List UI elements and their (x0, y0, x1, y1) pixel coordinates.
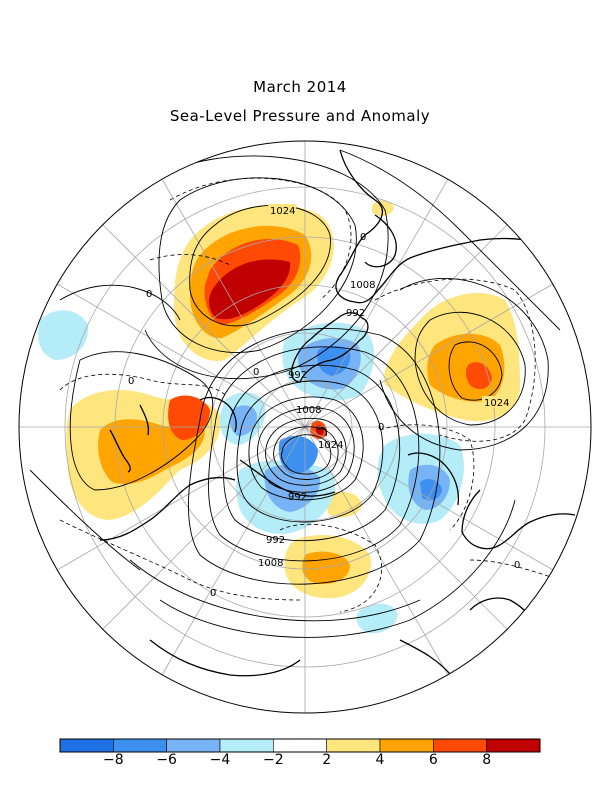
negative-anomaly-europe-core (420, 479, 442, 501)
colorbar-swatch (59, 738, 114, 753)
positive-anomaly-atlantic-high (465, 362, 492, 390)
colorbar-tick-label: 2 (322, 752, 332, 768)
europe-coast (461, 489, 576, 550)
siberia-coast (239, 459, 336, 497)
africa-coast (469, 597, 546, 641)
contour-label-zero: 0 (360, 232, 366, 243)
colorbar-boxes (59, 738, 541, 753)
map-title: March 2014 (253, 78, 347, 96)
contour-label-zero: 0 (128, 376, 134, 387)
colorbar-swatch (433, 738, 487, 753)
japan-coast (109, 429, 131, 473)
asia-coast (99, 476, 236, 541)
contour-label-1008: 1008 (350, 280, 375, 291)
anomaly-zero-contours (59, 177, 561, 613)
hudson-coast (364, 214, 397, 268)
contour-label-1024: 1024 (270, 206, 295, 217)
colorbar-swatch (219, 738, 274, 753)
contour-label-1024: 1024 (318, 440, 343, 451)
contour-label-zero: 0 (253, 367, 259, 378)
north-america-coast (335, 149, 571, 304)
contour-labels: 1024 1024 1024 1008 1008 1008 992 992 99… (128, 204, 520, 599)
contour-label-992: 992 (288, 492, 307, 503)
contour-label-1008: 1008 (296, 405, 321, 416)
negative-anomaly-central-core (278, 435, 318, 475)
contour-label-zero: 0 (378, 422, 384, 433)
negative-anomaly-greenland-core (317, 345, 351, 376)
contour-label-zero: 0 (514, 560, 520, 571)
contour-label-992: 992 (266, 535, 285, 546)
india-coast (149, 639, 301, 677)
positive-anomaly-small-top (372, 200, 394, 217)
colorbar (59, 738, 541, 753)
negative-anomaly-left-edge (38, 310, 89, 360)
greenland-coast (290, 312, 369, 383)
colorbar-swatch (326, 738, 381, 753)
scandinavia-coast (407, 452, 460, 506)
colorbar-tick-label: −8 (103, 752, 124, 768)
colorbar-swatch (486, 738, 541, 753)
contour-label-1008: 1008 (258, 558, 283, 569)
contour-label-1024: 1024 (484, 398, 509, 409)
map-border (18, 140, 592, 714)
positive-anomaly-asia-high (168, 395, 210, 440)
pressure-contours (29, 149, 561, 638)
contour-label-992: 992 (288, 370, 307, 381)
map-disk (19, 141, 591, 713)
colorbar-swatch (273, 738, 327, 753)
colorbar-tick-label: 6 (428, 752, 438, 768)
colorbar-swatch (166, 738, 221, 753)
colorbar-swatch (379, 738, 434, 753)
arabia-coast (399, 639, 471, 713)
svalbard-coast (317, 426, 328, 437)
map-subtitle: Sea-Level Pressure and Anomaly (169, 107, 431, 125)
colorbar-tick-label: 4 (375, 752, 385, 768)
colorbar-tick-label: −4 (209, 752, 231, 768)
contour-label-992: 992 (346, 308, 365, 319)
contour-label-zero: 0 (210, 588, 216, 599)
positive-anomaly-north-pacific-core (208, 259, 291, 320)
positive-anomaly-south-mid (302, 551, 350, 585)
kamchatka-coast (139, 404, 150, 436)
colorbar-tick-label: 8 (482, 752, 492, 768)
colorbar-tick-label: −6 (156, 752, 177, 768)
alaska-coast (199, 396, 237, 433)
colorbar-tick-label: −2 (263, 752, 284, 768)
contour-label-zero: 0 (146, 289, 152, 300)
colorbar-swatch (113, 738, 167, 753)
